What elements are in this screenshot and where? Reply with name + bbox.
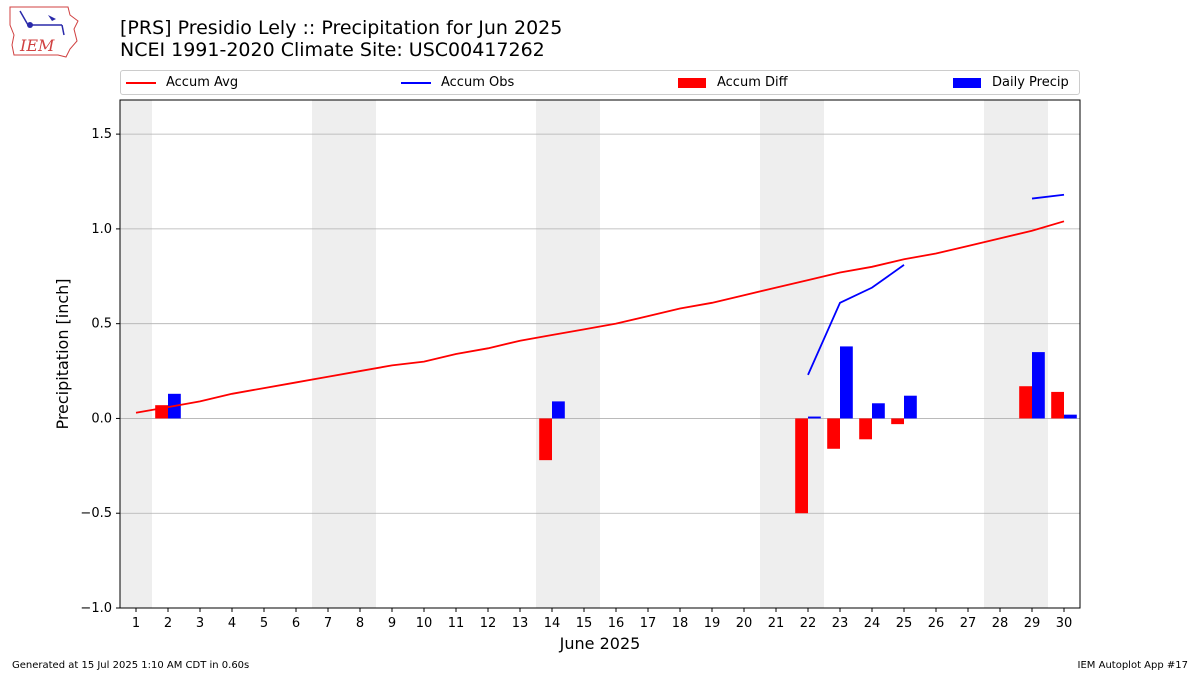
x-tick-label-3: 3 (196, 616, 204, 631)
x-tick-label-16: 16 (608, 616, 625, 631)
x-tick-label-4: 4 (228, 616, 236, 631)
y-tick-label-5: 1.5 (91, 127, 112, 142)
x-tick-label-30: 30 (1056, 616, 1073, 631)
y-tick-label-4: 1.0 (91, 222, 112, 237)
weekend-band-day-15 (568, 100, 600, 608)
accum-obs-line-segment-1 (1031, 193, 1065, 200)
accum-diff-bar-day-30 (1051, 391, 1064, 419)
weekend-band-day-21 (760, 100, 792, 608)
weekend-band-day-1 (120, 100, 152, 608)
y-tick-label-1: −0.5 (80, 506, 112, 521)
x-tick-label-6: 6 (292, 616, 300, 631)
y-tick-label-0: −1.0 (80, 601, 112, 616)
chart-subtitle: NCEI 1991-2020 Climate Site: USC00417262 (120, 39, 545, 61)
x-tick-label-22: 22 (800, 616, 817, 631)
x-tick-label-20: 20 (736, 616, 753, 631)
daily-precip-bar-day-25 (904, 395, 917, 419)
x-tick-label-10: 10 (416, 616, 433, 631)
generated-footnote: Generated at 15 Jul 2025 1:10 AM CDT in … (12, 660, 250, 671)
x-tick-label-24: 24 (864, 616, 881, 631)
y-tick-label-3: 0.5 (91, 317, 112, 332)
daily-precip-bar-day-29 (1032, 352, 1045, 419)
x-tick-label-25: 25 (896, 616, 913, 631)
x-tick-label-9: 9 (388, 616, 396, 631)
x-tick-label-2: 2 (164, 616, 172, 631)
accum-diff-bar-day-24 (859, 418, 872, 440)
legend-label-daily-precip: Daily Precip (992, 75, 1069, 90)
legend-swatch-accum-obs (401, 81, 431, 84)
legend-label-accum-obs: Accum Obs (441, 75, 515, 90)
legend-swatch-daily-precip (953, 77, 981, 88)
x-tick-label-5: 5 (260, 616, 268, 631)
accum-diff-bar-day-23 (827, 418, 840, 449)
accum-diff-bar-day-14 (539, 418, 552, 461)
accum-avg-line-segment-0 (135, 220, 1065, 414)
y-tick-label-2: 0.0 (91, 411, 112, 426)
weekend-band-day-14 (536, 100, 568, 608)
accum-diff-bar-day-25 (891, 418, 904, 425)
accum-diff-bar-day-22 (795, 418, 808, 514)
weekend-band-day-8 (344, 100, 376, 608)
daily-precip-bar-day-14 (552, 401, 565, 419)
legend-item-accum-obs: Accum Obs (401, 75, 514, 90)
x-tick-label-27: 27 (960, 616, 977, 631)
x-tick-label-14: 14 (544, 616, 561, 631)
x-tick-label-19: 19 (704, 616, 721, 631)
app-footnote: IEM Autoplot App #17 (1077, 660, 1188, 671)
chart-title: [PRS] Presidio Lely :: Precipitation for… (120, 17, 563, 39)
legend-item-daily-precip: Daily Precip (953, 75, 1069, 90)
x-tick-label-28: 28 (992, 616, 1009, 631)
x-tick-label-8: 8 (356, 616, 364, 631)
y-axis-label: Precipitation [inch] (53, 278, 72, 429)
x-axis-label: June 2025 (559, 634, 641, 653)
x-tick-label-26: 26 (928, 616, 945, 631)
legend-item-accum-diff: Accum Diff (678, 75, 788, 90)
legend-swatch-accum-avg (126, 81, 156, 84)
x-tick-label-17: 17 (640, 616, 657, 631)
daily-precip-bar-day-30 (1064, 414, 1077, 419)
x-tick-label-11: 11 (448, 616, 465, 631)
iem-logo-text: IEM (19, 36, 55, 55)
accum-obs-line-segment-0 (807, 264, 905, 376)
x-tick-label-23: 23 (832, 616, 849, 631)
x-tick-label-12: 12 (480, 616, 497, 631)
x-tick-label-29: 29 (1024, 616, 1041, 631)
iem-logo: IEM (8, 5, 80, 63)
weekend-band-day-7 (312, 100, 344, 608)
x-tick-label-13: 13 (512, 616, 529, 631)
x-tick-label-7: 7 (324, 616, 332, 631)
plot-frame (119, 99, 1081, 609)
x-tick-label-15: 15 (576, 616, 593, 631)
x-tick-label-21: 21 (768, 616, 785, 631)
x-tick-label-1: 1 (132, 616, 140, 631)
chart-legend: Accum Avg Accum Obs Accum Diff Daily Pre… (120, 70, 1080, 95)
legend-item-accum-avg: Accum Avg (126, 75, 238, 90)
daily-precip-bar-day-24 (872, 403, 885, 419)
legend-label-accum-avg: Accum Avg (166, 75, 239, 90)
accum-diff-bar-day-29 (1019, 386, 1032, 419)
x-tick-label-18: 18 (672, 616, 689, 631)
weekend-band-day-28 (984, 100, 1016, 608)
legend-label-accum-diff: Accum Diff (717, 75, 788, 90)
daily-precip-bar-day-23 (840, 346, 853, 419)
legend-swatch-accum-diff (678, 77, 706, 88)
daily-precip-bar-day-22 (808, 416, 821, 419)
weekend-band-day-22 (792, 100, 824, 608)
